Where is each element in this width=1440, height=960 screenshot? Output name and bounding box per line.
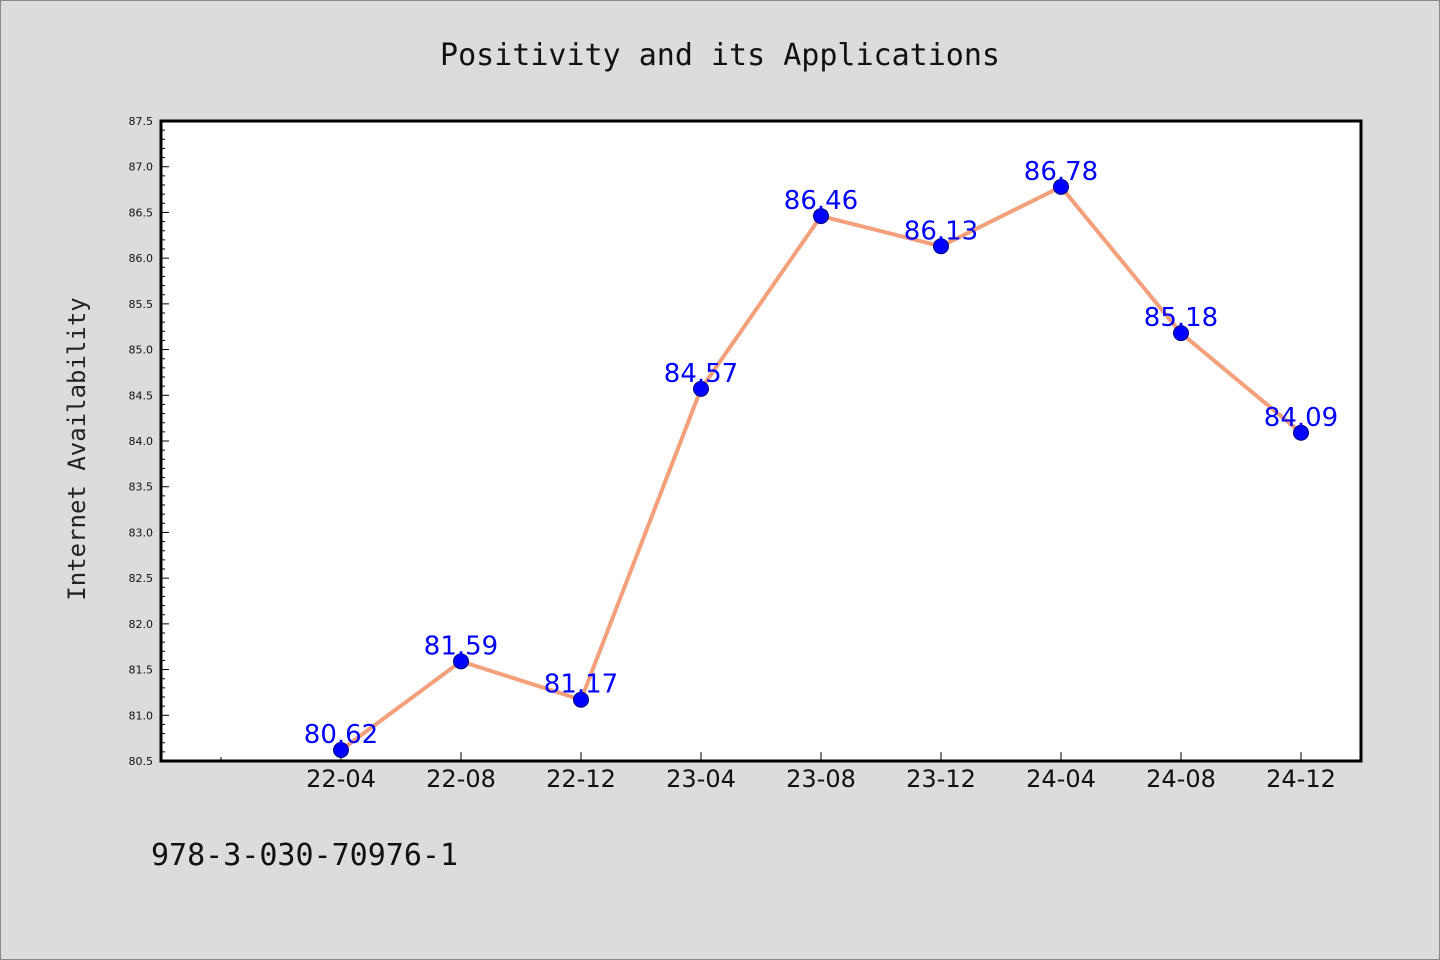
data-point-marker (693, 380, 709, 397)
y-tick-label: 84.0 (129, 435, 154, 448)
data-point-marker (333, 742, 349, 759)
x-tick-label: 24-08 (1146, 765, 1216, 793)
y-tick-label: 85.5 (129, 298, 154, 311)
series-layer: 80.62 81.59 81.17 84.57 86.46 86.13 86.78 85.18… (304, 157, 1338, 759)
x-tick-label: 24-12 (1266, 765, 1336, 793)
x-tick-label: 22-04 (306, 765, 376, 793)
data-point-marker (1053, 178, 1069, 195)
data-label: 84.09 (1264, 403, 1338, 433)
y-tick-label: 85.0 (129, 344, 154, 357)
data-label: 86.46 (784, 186, 858, 216)
data-label: 81.17 (544, 670, 618, 700)
data-point-marker (813, 208, 829, 225)
data-label: 86.13 (904, 216, 978, 246)
data-point-marker (453, 653, 469, 670)
data-label: 81.59 (424, 631, 498, 661)
data-label: 84.57 (664, 359, 738, 389)
y-axis-label: Internet Availability (63, 297, 91, 600)
y-tick-label: 87.0 (129, 161, 154, 174)
data-label: 85.18 (1144, 303, 1218, 333)
data-point-marker (1173, 325, 1189, 342)
x-tick-label: 23-12 (906, 765, 976, 793)
data-point-marker (1293, 424, 1309, 441)
x-tick-label: 24-04 (1026, 765, 1096, 793)
y-tick-label: 83.0 (129, 526, 154, 539)
y-tick-label: 82.5 (129, 572, 154, 585)
y-axis: 80.5 81.0 81.5 82.0 82.5 83.0 83.5 84.0 84.5 85.0… (129, 115, 169, 768)
plot-area (159, 119, 1363, 763)
y-tick-label: 81.5 (129, 664, 154, 677)
chart-title: Positivity and its Applications (440, 38, 1000, 73)
footer-isbn: 978-3-030-70976-1 (151, 838, 458, 873)
y-tick-label: 80.5 (129, 755, 154, 768)
y-tick-label: 81.0 (129, 709, 154, 722)
y-tick-label: 82.0 (129, 618, 154, 631)
x-tick-label: 23-04 (666, 765, 736, 793)
data-label: 80.62 (304, 720, 378, 750)
y-tick-label: 86.0 (129, 252, 154, 265)
x-tick-label: 22-08 (426, 765, 496, 793)
y-tick-label: 84.5 (129, 389, 154, 402)
x-axis: 22-04 22-08 22-12 23-04 23-08 23-12 24-04 24-08… (220, 752, 1336, 793)
data-point-marker (573, 691, 589, 708)
data-point-marker (933, 238, 949, 255)
y-tick-label: 87.5 (129, 115, 154, 128)
y-tick-label: 86.5 (129, 206, 154, 219)
x-tick-label: 23-08 (786, 765, 856, 793)
y-tick-label: 83.5 (129, 481, 154, 494)
data-label: 86.78 (1024, 157, 1098, 187)
x-tick-label: 22-12 (546, 765, 616, 793)
